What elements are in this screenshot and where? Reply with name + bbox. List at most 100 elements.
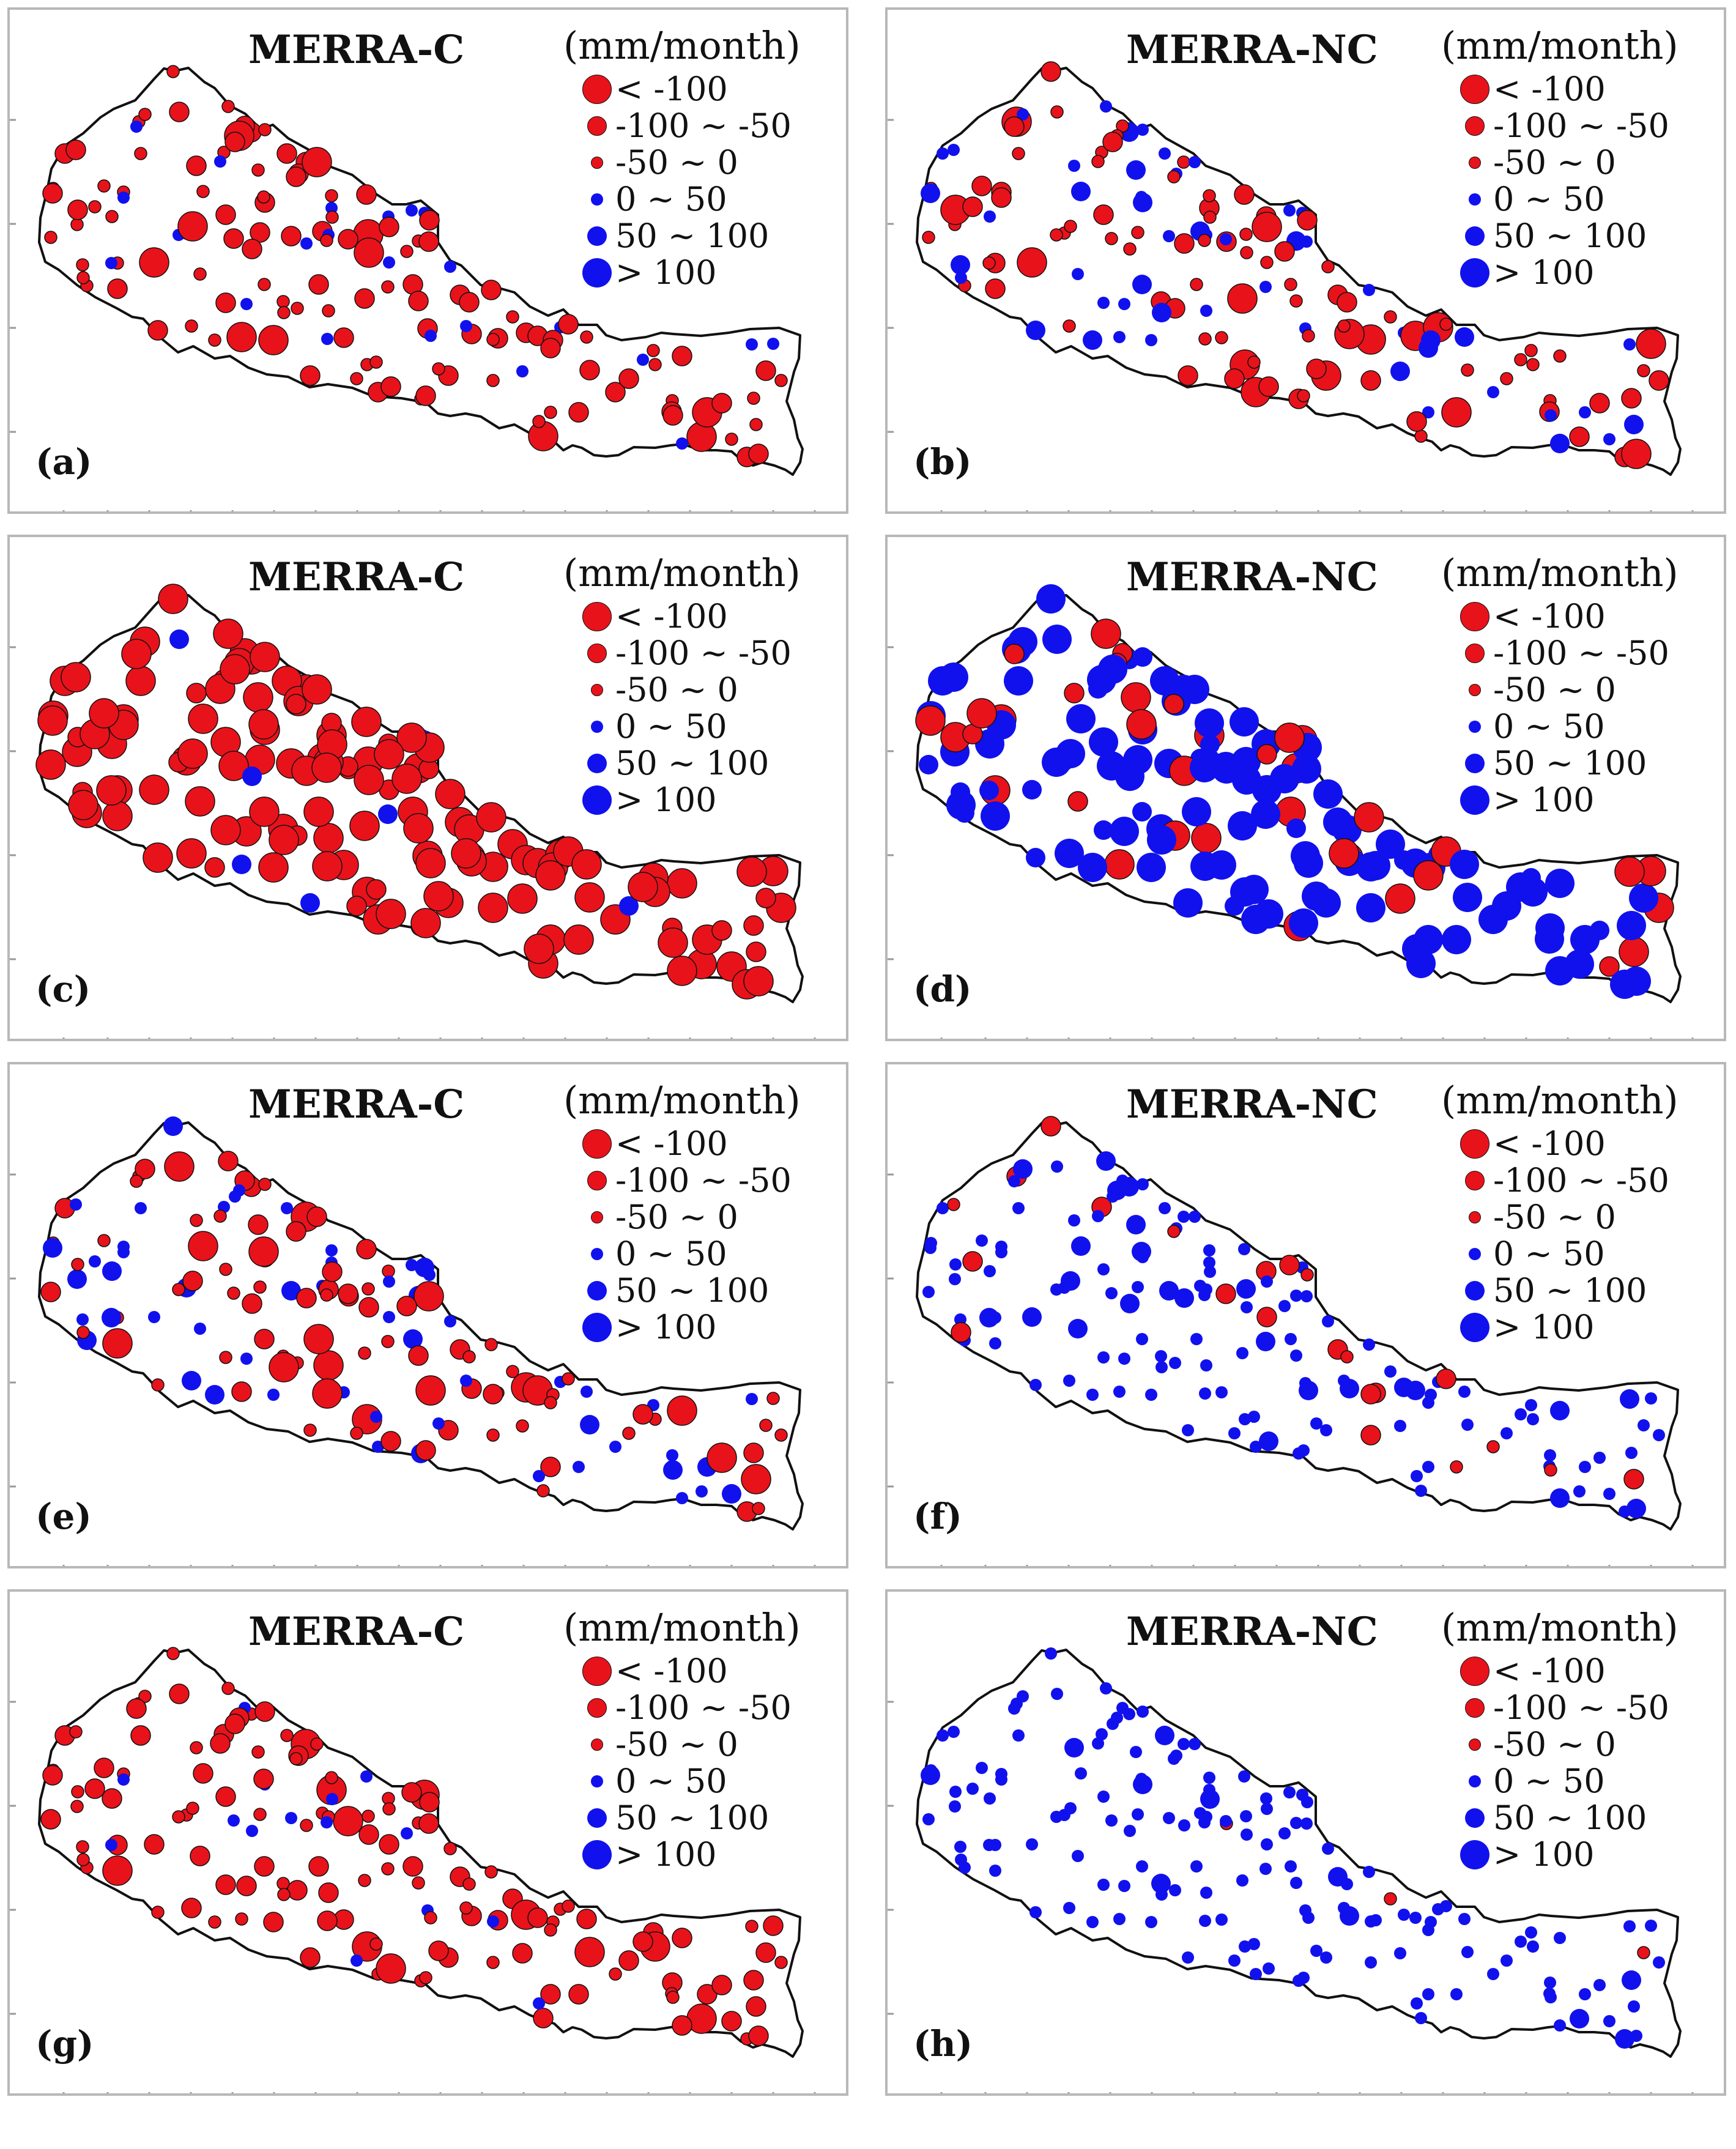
legend-item: -50 ~ 0 [1450, 1199, 1724, 1236]
station-marker [419, 210, 440, 231]
station-marker [70, 218, 84, 231]
station-marker [647, 344, 660, 357]
station-marker [506, 1365, 519, 1378]
station-marker [193, 267, 207, 281]
station-marker [1569, 426, 1590, 447]
legend-label: 0 ~ 50 [1493, 1762, 1605, 1800]
station-marker [1279, 1255, 1300, 1275]
station-marker [1411, 1997, 1423, 2010]
station-marker [249, 796, 280, 827]
station-marker [215, 204, 236, 225]
station-marker [383, 256, 395, 269]
station-marker [277, 1888, 291, 1901]
station-marker [743, 966, 774, 997]
legend-label: 0 ~ 50 [1493, 180, 1605, 218]
station-marker [1297, 1972, 1310, 1984]
station-marker [1550, 1401, 1570, 1420]
map-plot [888, 584, 1694, 1039]
station-marker [204, 857, 225, 878]
station-marker [1190, 1333, 1203, 1345]
station-marker [1086, 1389, 1099, 1401]
map-plot [10, 584, 816, 1039]
station-marker [1263, 1962, 1275, 1975]
station-marker [696, 1485, 708, 1498]
units-label: (mm/month) [563, 551, 801, 595]
station-marker [1621, 388, 1642, 409]
station-marker [609, 1441, 621, 1453]
station-marker [1515, 1936, 1527, 1948]
station-marker [296, 1288, 317, 1308]
station-marker [1064, 1802, 1077, 1814]
station-marker [419, 1971, 432, 1984]
station-marker [303, 796, 334, 827]
country-boundary [38, 67, 804, 476]
station-marker [939, 663, 968, 692]
station-marker [76, 271, 90, 284]
station-marker [707, 1442, 737, 1473]
station-marker [759, 1419, 773, 1432]
station-marker [962, 1251, 983, 1272]
station-marker [44, 231, 57, 244]
station-marker [1337, 292, 1357, 313]
units-label: (mm/month) [1441, 23, 1679, 68]
station-marker [459, 292, 480, 313]
legend-item: -50 ~ 0 [573, 1726, 846, 1763]
station-marker [540, 1984, 561, 2005]
station-marker [1116, 1702, 1129, 1714]
station-marker [1012, 147, 1025, 160]
station-marker [121, 639, 152, 669]
station-marker [1247, 355, 1261, 369]
station-marker [428, 1940, 449, 1961]
panel-label: (a) [35, 441, 92, 483]
country-boundary [916, 1121, 1682, 1531]
station-marker [1300, 1817, 1313, 1830]
station-marker [1306, 358, 1327, 379]
station-marker [258, 852, 289, 883]
station-marker [219, 1351, 232, 1364]
station-marker [1385, 883, 1415, 914]
station-marker [979, 1308, 999, 1327]
station-marker [1615, 2029, 1634, 2049]
station-marker [1283, 1786, 1296, 1798]
legend-label: < -100 [615, 1124, 728, 1163]
station-marker [1163, 230, 1175, 242]
station-marker [1310, 1945, 1322, 1957]
station-marker [1603, 433, 1615, 445]
station-marker [1130, 1746, 1142, 1758]
station-marker [1545, 409, 1557, 421]
station-marker [135, 1202, 147, 1214]
station-marker [1236, 1347, 1248, 1359]
station-marker [276, 143, 297, 164]
legend-symbol [582, 1313, 612, 1342]
station-marker [415, 848, 446, 878]
station-marker [622, 1427, 636, 1440]
station-marker [286, 166, 306, 187]
legend-symbol [587, 754, 607, 773]
station-marker [1036, 584, 1066, 614]
station-marker [1313, 779, 1343, 809]
station-marker [1132, 1808, 1144, 1821]
station-marker [1285, 1860, 1297, 1872]
station-marker [1622, 1970, 1641, 1990]
station-marker [1190, 1860, 1203, 1872]
station-marker [1638, 1419, 1650, 1431]
station-marker [1649, 370, 1669, 391]
station-marker [310, 1737, 324, 1751]
station-marker [1050, 1811, 1063, 1823]
legend-item: 0 ~ 50 [573, 1236, 846, 1272]
legend-item: 50 ~ 100 [1450, 1272, 1724, 1309]
station-marker [1167, 170, 1181, 184]
station-marker [984, 1265, 996, 1277]
station-marker [105, 257, 117, 269]
station-marker [1422, 406, 1434, 418]
legend-label: 0 ~ 50 [1493, 1234, 1605, 1273]
legend-label: > 100 [615, 1308, 717, 1346]
station-marker [1637, 1946, 1650, 1959]
legend-item: > 100 [573, 1836, 846, 1873]
station-marker [976, 1762, 988, 1774]
station-marker [1091, 155, 1105, 168]
station-marker [1072, 1850, 1084, 1862]
station-marker [966, 1783, 979, 1795]
station-marker [242, 1293, 262, 1314]
station-marker [1625, 1447, 1638, 1459]
